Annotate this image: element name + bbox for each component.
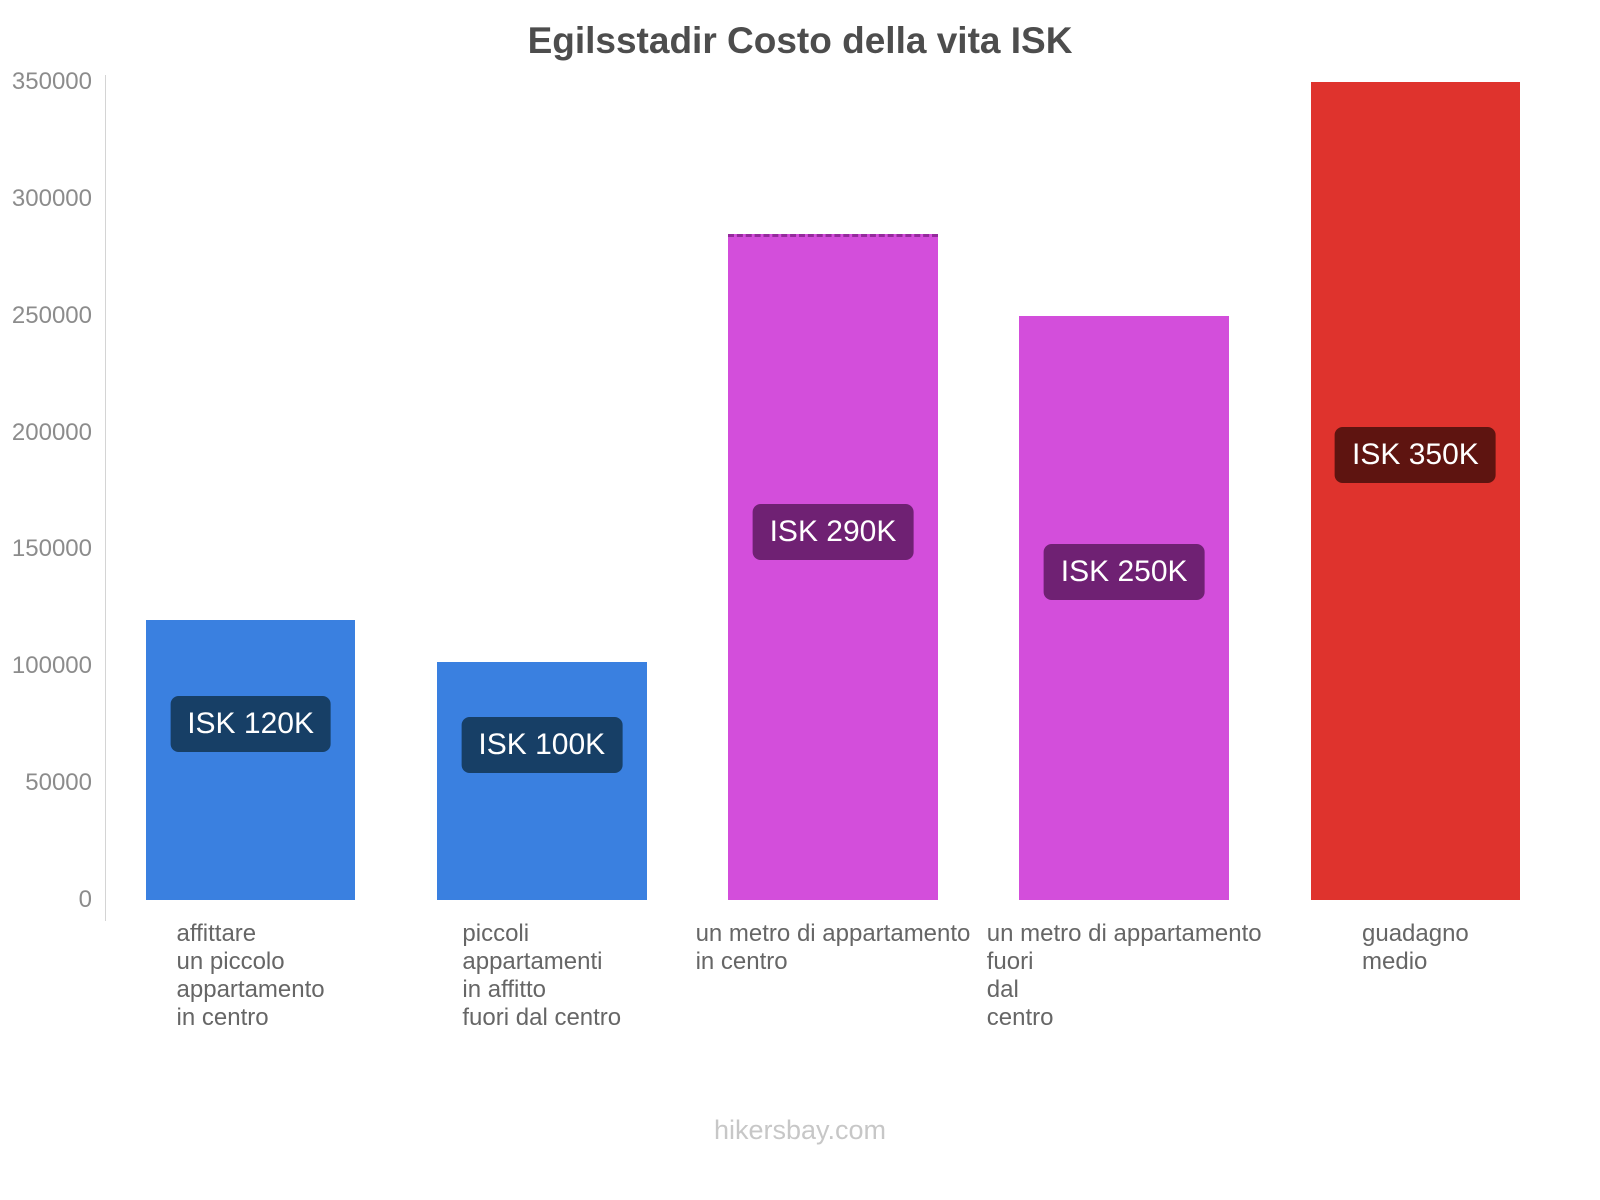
- x-category-label-text: affittare un piccolo appartamento in cen…: [176, 920, 325, 1031]
- x-category-label: un metro di appartamento fuori dal centr…: [979, 920, 1270, 1032]
- bar-value-label: ISK 100K: [461, 716, 623, 773]
- x-category-label-text: un metro di appartamento in centro: [695, 920, 971, 975]
- y-tick-label: 0: [78, 886, 92, 913]
- x-category-label: piccoli appartamenti in affitto fuori da…: [396, 920, 687, 1032]
- bar-3: ISK 250K: [1019, 315, 1230, 900]
- bar-0: ISK 120K: [145, 619, 356, 900]
- y-tick-label: 300000: [11, 184, 92, 212]
- x-category-label-text: guadagno medio: [1362, 920, 1469, 975]
- y-axis-ticks: 0 50000 100000 150000 200000 250000 300000 3500…: [0, 0, 92, 1200]
- y-tick-label: 100000: [11, 652, 92, 680]
- x-category-label-text: piccoli appartamenti in affitto fuori da…: [462, 920, 622, 1031]
- bar-1: ISK 100K: [436, 661, 647, 900]
- x-category-label-text: un metro di appartamento fuori dal centr…: [986, 920, 1262, 1031]
- bar-2: ISK 290K: [728, 233, 938, 900]
- y-tick-label: 150000: [11, 535, 92, 563]
- x-category-label: affittare un piccolo appartamento in cen…: [105, 920, 396, 1032]
- bar-value-label: ISK 290K: [752, 504, 914, 561]
- y-tick-label: 250000: [11, 301, 92, 329]
- x-category-label: guadagno medio: [1270, 920, 1561, 976]
- y-tick-label: 350000: [11, 68, 92, 95]
- bar-value-label: ISK 120K: [170, 695, 331, 752]
- bar-4: ISK 350K: [1310, 82, 1521, 900]
- bar-value-label: ISK 250K: [1043, 543, 1205, 600]
- chart-title: Egilsstadir Costo della vita ISK: [527, 20, 1073, 61]
- y-axis-line: [105, 75, 106, 921]
- bar-value-label: ISK 350K: [1335, 427, 1496, 483]
- y-tick-label: 50000: [25, 769, 92, 797]
- x-category-label: un metro di appartamento in centro: [687, 920, 978, 976]
- y-tick-label: 200000: [11, 418, 92, 446]
- footer-watermark: hikersbay.com: [713, 1115, 887, 1145]
